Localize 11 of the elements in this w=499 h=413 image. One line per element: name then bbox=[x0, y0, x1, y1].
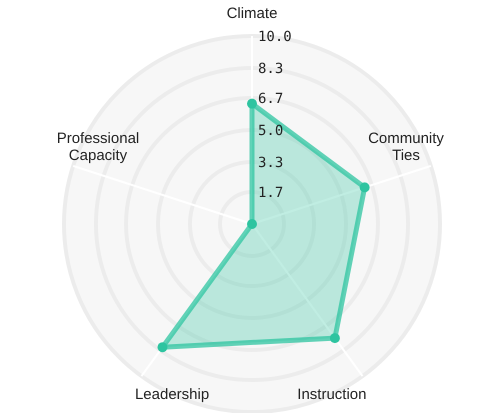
y-tick-label: 1.7 bbox=[258, 184, 284, 201]
spoke-label: Professional Capacity bbox=[56, 130, 140, 164]
y-tick-label: 10.0 bbox=[258, 28, 292, 45]
y-tick-label: 3.3 bbox=[258, 154, 284, 171]
spoke-label: Climate bbox=[226, 5, 278, 22]
spoke-label: Community Ties bbox=[368, 130, 444, 164]
spoke-label: Leadership bbox=[134, 386, 210, 404]
y-tick-label: 5.0 bbox=[258, 122, 284, 139]
y-tick-label: 6.7 bbox=[258, 90, 284, 107]
y-tick-label: 8.3 bbox=[258, 60, 284, 77]
spoke-label: Instruction bbox=[297, 386, 367, 404]
